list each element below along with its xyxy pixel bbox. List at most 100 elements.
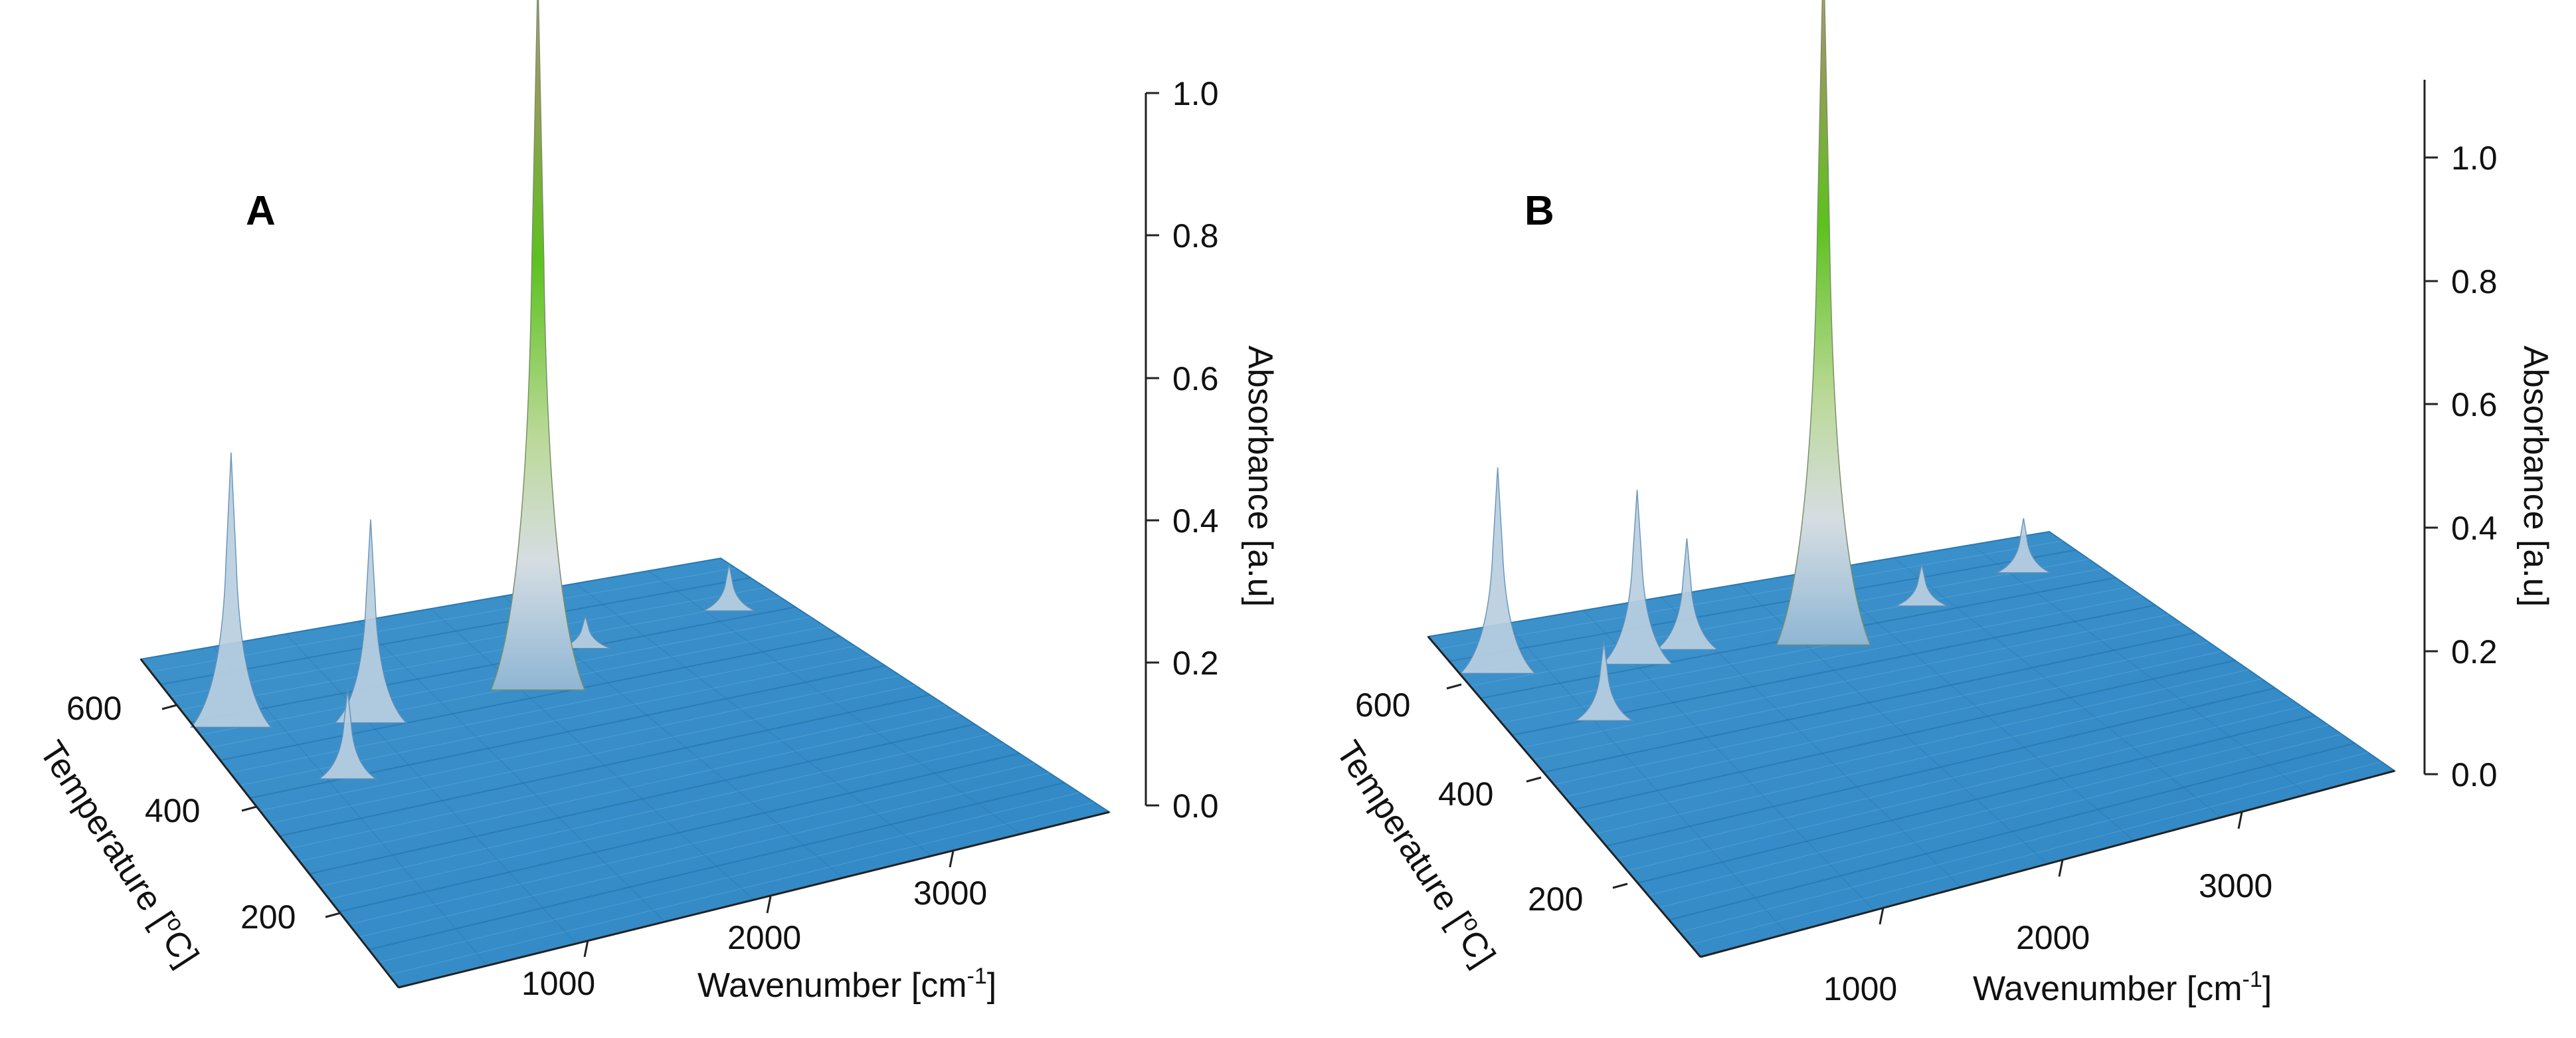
panel-a-peak-5 bbox=[560, 614, 611, 649]
panel-b-y-tick-0: 200 bbox=[1528, 881, 1583, 918]
panel-b-surface-stripe bbox=[1564, 651, 2223, 797]
panel-a-peak-1 bbox=[189, 452, 272, 728]
panel-b-peak-4 bbox=[1573, 641, 1635, 722]
panel-a-axes bbox=[139, 92, 1159, 989]
panel-a-surface-stripe bbox=[170, 587, 766, 698]
panel-a-x-tick-mark-0 bbox=[583, 940, 589, 958]
panel-b-y-tick-2: 600 bbox=[1355, 686, 1410, 724]
panel-b-peak-2 bbox=[1600, 490, 1674, 665]
panel-a: A 0.0 0.2 0.4 0.6 0.8 1.0 1000 2000 3000… bbox=[32, 0, 1279, 1005]
panel-a-surface-stripe bbox=[190, 606, 796, 723]
panel-a-peak-4 bbox=[703, 564, 756, 612]
panel-a-x-tick-0: 1000 bbox=[521, 965, 595, 1002]
panel-b-z-tick-3: 0.6 bbox=[2451, 386, 2498, 423]
panel-b-surface bbox=[1427, 0, 2397, 958]
panel-b-surface-stripe bbox=[1438, 540, 2063, 650]
panel-a-x-axis-line bbox=[398, 811, 1110, 989]
panel-b-surface-stripe bbox=[1658, 734, 2342, 908]
panel-b-surface-stripe bbox=[1532, 623, 2183, 760]
panel-b-surface-stripe bbox=[1637, 714, 2316, 884]
panel-a-surface-ridge bbox=[430, 608, 755, 900]
panel-a-y-tick-2: 600 bbox=[66, 690, 122, 727]
panel-b-x-tick-2: 3000 bbox=[2199, 867, 2272, 904]
panel-b-surface-stripe bbox=[1648, 724, 2329, 896]
panel-a-surface-ridge bbox=[213, 646, 488, 966]
panel-b-surface-stripe bbox=[1554, 641, 2209, 785]
panel-b-z-tick-0: 0.0 bbox=[2451, 756, 2498, 793]
panel-a-x-tick-1: 2000 bbox=[727, 919, 801, 956]
panel-b-surface-stripe bbox=[1627, 706, 2302, 871]
panel-b-surface-stripe bbox=[1679, 752, 2369, 933]
panel-b-x-tick-mark-2 bbox=[2237, 811, 2243, 829]
panel-b-z-tick-1: 0.2 bbox=[2451, 633, 2498, 671]
panel-b-y-tick-mark-0 bbox=[1612, 882, 1628, 889]
panel-b-z-tick-4: 0.8 bbox=[2451, 263, 2498, 300]
panel-a-surface-stripe bbox=[289, 704, 945, 849]
panel-b-y-tick-mark-2 bbox=[1446, 683, 1462, 690]
panel-a-surface-stripe bbox=[259, 675, 901, 811]
panel-a-surface-ridge bbox=[357, 621, 666, 922]
panel-b-surface-stripe bbox=[1669, 742, 2355, 921]
panel-a-y-tick-mark-2 bbox=[161, 704, 177, 710]
panel-a-surface-stripe bbox=[299, 714, 961, 862]
panel-a-z-tick-4: 0.8 bbox=[1172, 217, 1219, 255]
panel-a-surface-stripe bbox=[339, 752, 1020, 912]
panel-b-surface-stripe bbox=[1596, 678, 2262, 835]
panel-a-surface-stripe bbox=[329, 743, 1005, 900]
panel-a-z-tick-0: 0.0 bbox=[1172, 787, 1219, 825]
panel-a-surface-stripe bbox=[349, 762, 1035, 925]
panel-a-z-tick-1: 0.2 bbox=[1172, 645, 1219, 682]
panel-b-surface-stripe bbox=[1585, 669, 2249, 822]
panel-a-peak-2 bbox=[333, 519, 408, 724]
panel-b-peak-5 bbox=[1996, 518, 2051, 573]
panel-b-surface-stripe bbox=[1606, 687, 2276, 847]
panel-b-z-axis-label: Absorbance [a.u] bbox=[2516, 346, 2555, 607]
panel-b-label: B bbox=[1524, 188, 1554, 234]
panel-a-surface-stripe bbox=[279, 694, 931, 837]
panel-a-surface-stripe bbox=[230, 645, 856, 774]
panel-b-peak-1 bbox=[1459, 467, 1536, 675]
panel-b-y-tick-1: 400 bbox=[1438, 776, 1493, 813]
panel-a-surface-stripe bbox=[368, 781, 1065, 950]
panel-a-x-tick-mark-2 bbox=[949, 850, 955, 868]
panel-a-surface-stripe bbox=[150, 568, 736, 673]
panel-b-surface-stripe bbox=[1690, 761, 2382, 946]
panel-b-surface-ridge bbox=[1505, 623, 1788, 934]
panel-b-surface-ridge bbox=[1893, 558, 2222, 818]
panel-b-surface-ridge bbox=[1815, 570, 2135, 841]
panel-b-x-tick-0: 1000 bbox=[1823, 970, 1897, 1007]
panel-b-y-axis-line bbox=[1427, 636, 1702, 958]
panel-b-peak-3 bbox=[1654, 538, 1720, 651]
panel-a-y-tick-mark-1 bbox=[241, 805, 257, 812]
panel-b-x-tick-mark-1 bbox=[2058, 859, 2064, 877]
panel-a-z-tick-2: 0.4 bbox=[1172, 502, 1219, 540]
panel-b-x-axis-line bbox=[1700, 770, 2395, 958]
panel-b-x-tick-mark-0 bbox=[1879, 907, 1885, 925]
panel-a-z-tick-3: 0.6 bbox=[1172, 360, 1219, 397]
panel-a-surface-stripe bbox=[180, 597, 781, 710]
panel-b-surface-stripe bbox=[1522, 614, 2169, 748]
panel-a-y-axis-line bbox=[139, 659, 400, 988]
panel-b-peak-0 bbox=[1776, 0, 1871, 646]
panel-a-surface-stripe bbox=[309, 723, 975, 875]
panel-a-peak-0 bbox=[490, 0, 586, 690]
panel-a-y-axis-label: Temperature [oC] bbox=[32, 733, 208, 974]
panel-a-surface-ridge bbox=[648, 570, 1021, 835]
panel-a-z-axis-label: Absorbance [a.u] bbox=[1241, 346, 1279, 607]
panel-b-surface-ridge bbox=[1971, 544, 2308, 795]
panel-b-z-tick-2: 0.4 bbox=[2451, 510, 2498, 547]
panel-a-peak-3 bbox=[317, 689, 378, 779]
panel-b-axes bbox=[1427, 80, 2438, 958]
panel-a-surface-stripe bbox=[388, 801, 1095, 976]
panel-a-surface-stripe bbox=[359, 772, 1050, 938]
panel-b-y-tick-mark-1 bbox=[1526, 776, 1542, 783]
panel-b-surface-stripe bbox=[1543, 632, 2196, 773]
panel-a-surface-stripe bbox=[160, 577, 751, 685]
panel-b-surface-stripe bbox=[1616, 696, 2289, 859]
panel-a-x-tick-mark-1 bbox=[766, 896, 772, 914]
panel-b-z-tick-5: 1.0 bbox=[2451, 140, 2498, 177]
panel-a-y-tick-mark-0 bbox=[325, 912, 341, 918]
panel-a-surface bbox=[139, 0, 1111, 989]
panel-a-y-tick-0: 200 bbox=[240, 898, 296, 936]
